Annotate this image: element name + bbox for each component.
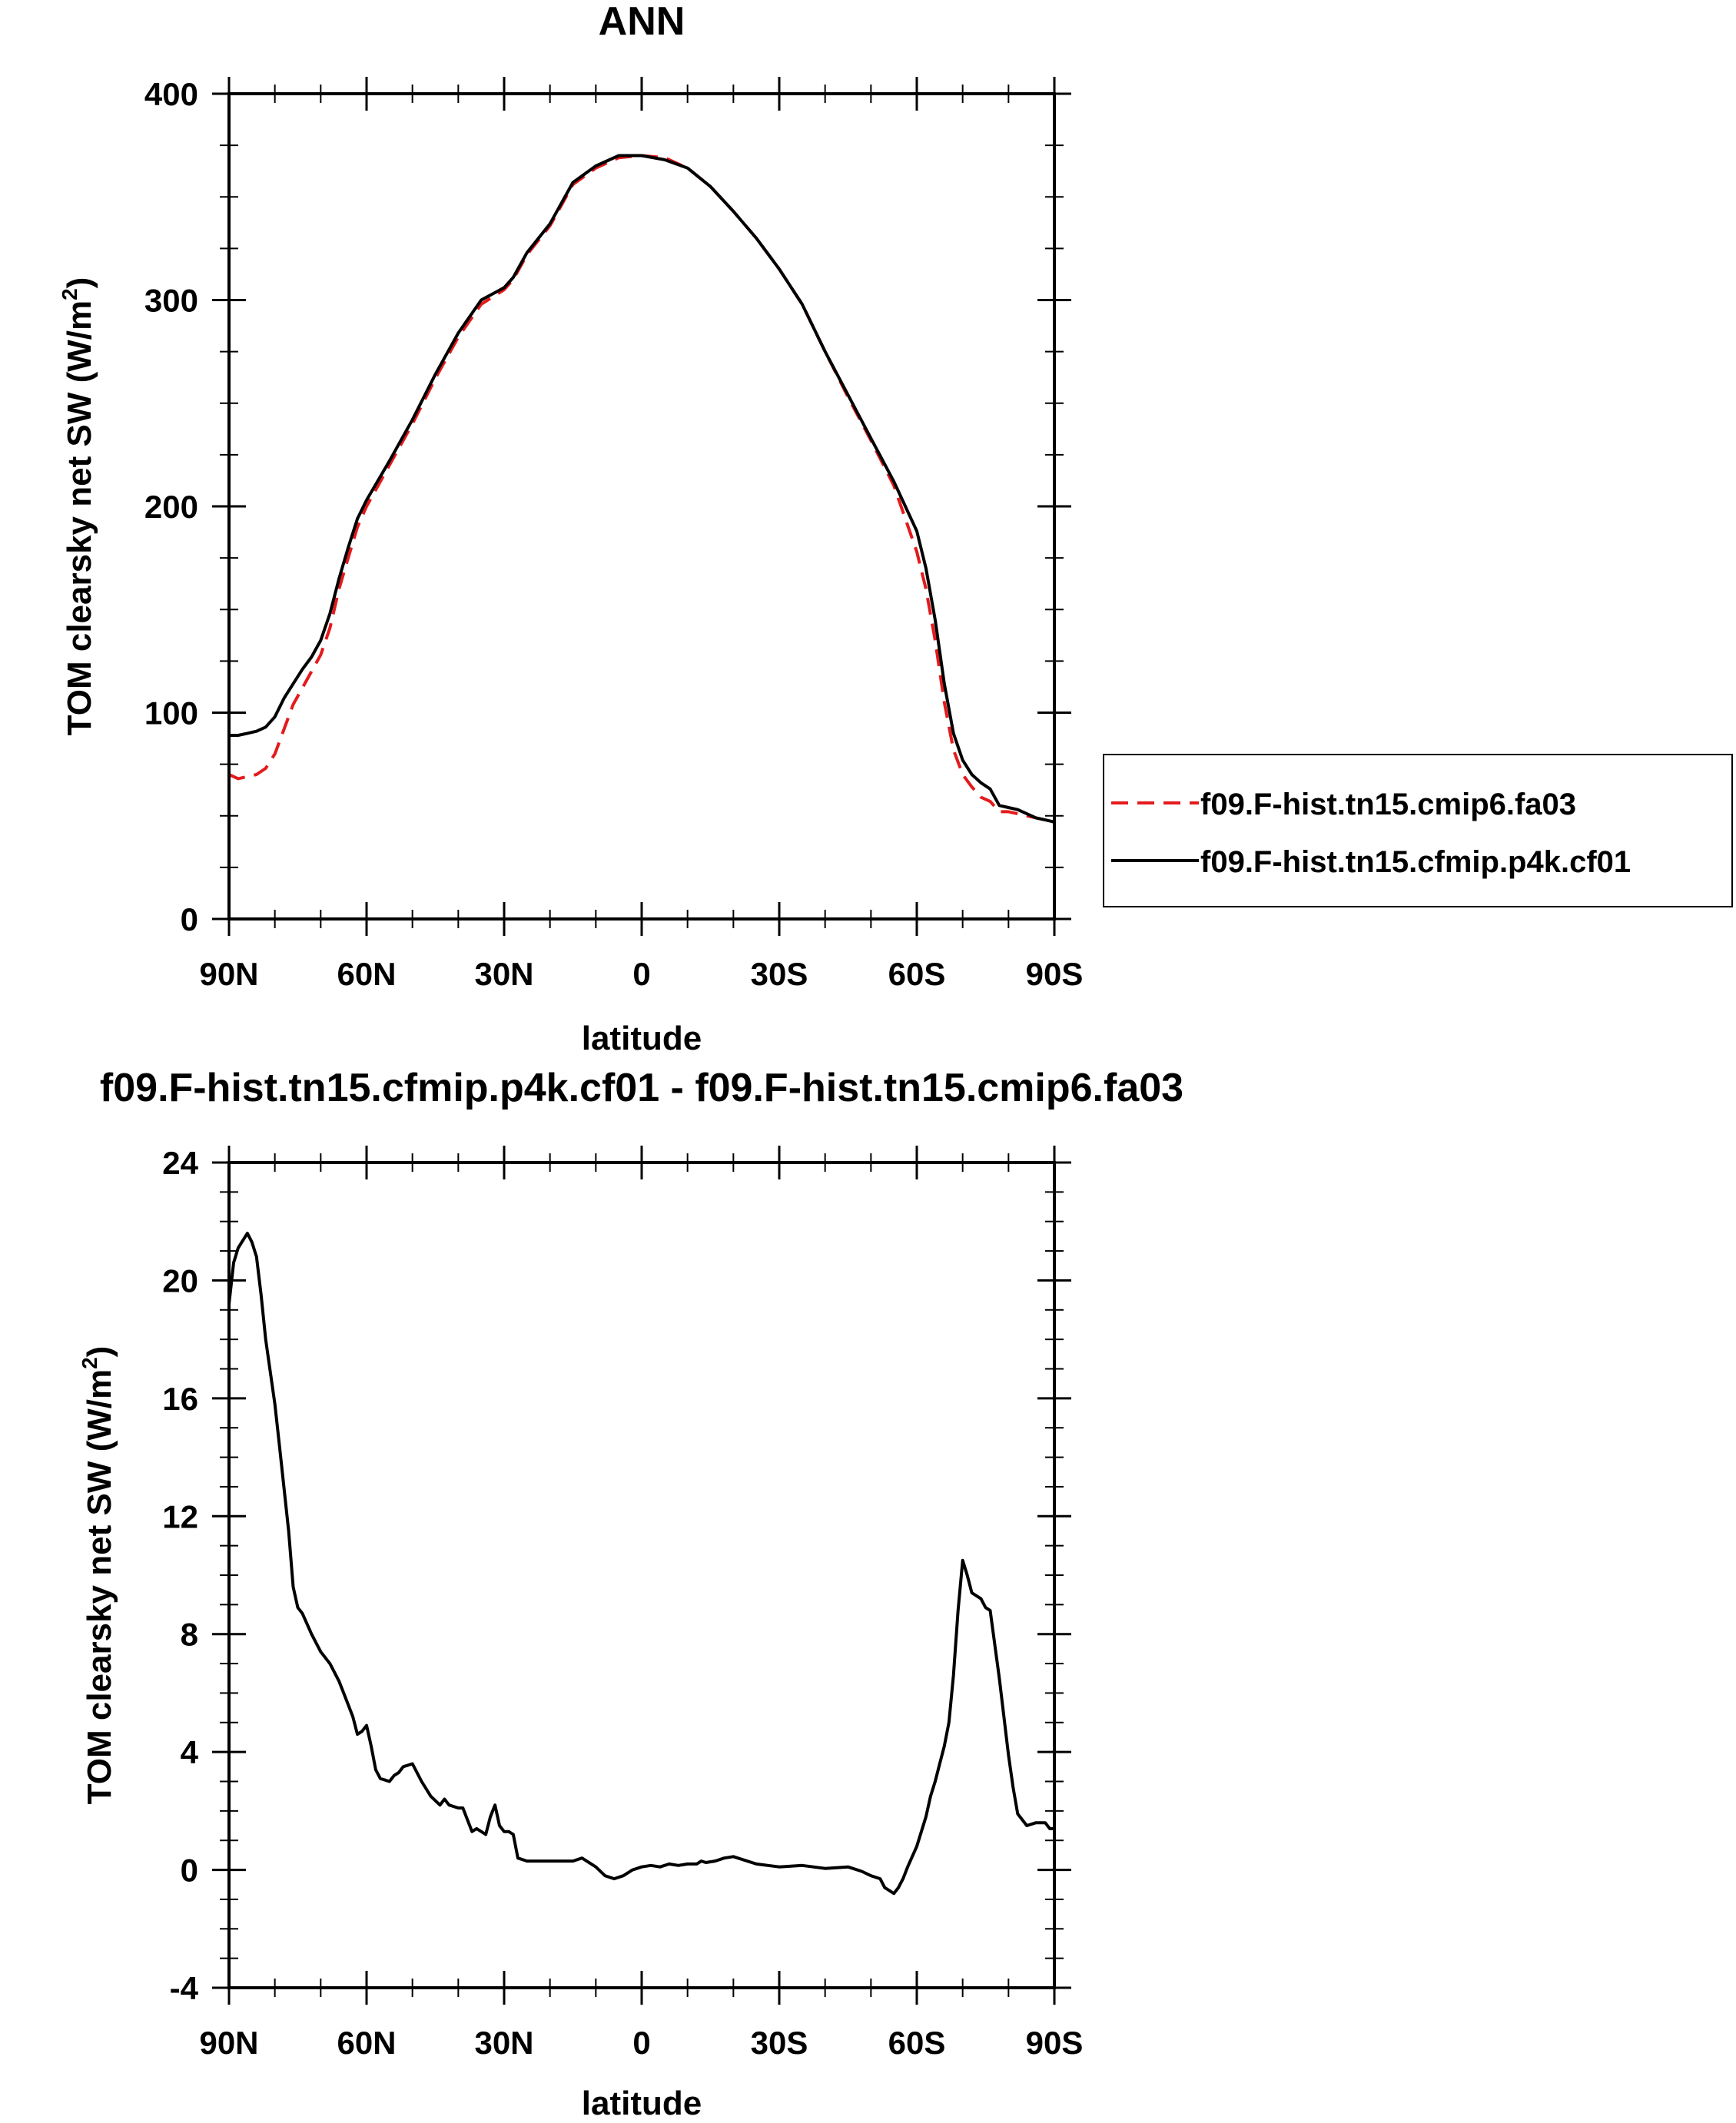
x-tick-label: 0 <box>632 2025 650 2061</box>
chart-bottom-ylabel-sup: 2 <box>78 1357 101 1369</box>
x-tick-label: 30N <box>474 956 533 992</box>
y-tick-label: 8 <box>181 1617 198 1653</box>
chart-bottom-plot-frame <box>227 1161 1056 1989</box>
chart-top-tick-labels: 90N 60N 30N 0 30S 60S 90S 0 100 200 300 400 <box>144 76 1083 992</box>
chart-top: ANN 90N 60N 30N 0 30S 60S 90S 0 100 200 300 400 lat… <box>58 0 1733 1057</box>
y-tick-label: 0 <box>181 901 198 937</box>
chart-top-series <box>228 154 1055 824</box>
y-tick-label: 100 <box>144 695 198 731</box>
series-line-f09-f-hist-tn15-cmip6-fa03 <box>228 154 1055 824</box>
x-tick-label: 90N <box>199 956 258 992</box>
x-tick-label: 90N <box>199 2025 258 2061</box>
y-tick-label: 300 <box>144 283 198 319</box>
chart-top-ylabel-close: ) <box>61 277 98 289</box>
y-tick-label: 400 <box>144 76 198 112</box>
y-tick-label: 24 <box>162 1145 198 1181</box>
chart-bottom-xlabel: latitude <box>582 2085 702 2122</box>
y-tick-label: 20 <box>162 1262 198 1299</box>
legend: f09.F-hist.tn15.cmip6.fa03 f09.F-hist.tn… <box>1103 754 1733 907</box>
y-tick-label: 12 <box>162 1498 198 1534</box>
x-tick-label: 60N <box>337 2025 396 2061</box>
y-tick-label: 4 <box>181 1734 199 1770</box>
chart-bottom-ylabel-main: TOM clearsky net SW (W/m <box>81 1369 118 1804</box>
y-tick-label: -4 <box>170 1970 199 2006</box>
chart-top-ylabel-sup: 2 <box>58 288 81 300</box>
chart-top-title: ANN <box>599 0 685 44</box>
series-line-difference <box>227 1232 1054 1896</box>
chart-top-ylabel: TOM clearsky net SW (W/m2) <box>58 277 98 736</box>
chart-top-xlabel: latitude <box>582 1020 702 1057</box>
x-tick-label: 60N <box>337 956 396 992</box>
x-tick-label: 60S <box>888 956 946 992</box>
x-tick-label: 60S <box>888 2025 946 2061</box>
chart-top-ticks <box>212 77 1071 936</box>
x-tick-label: 30S <box>751 956 808 992</box>
chart-bottom: f09.F-hist.tn15.cfmip.p4k.cf01 - f09.F-h… <box>78 1066 1183 2122</box>
x-tick-label: 90S <box>1026 2025 1084 2061</box>
x-tick-label: 0 <box>632 956 650 992</box>
legend-label-cf01: f09.F-hist.tn15.cfmip.p4k.cf01 <box>1200 845 1631 879</box>
chart-bottom-tick-labels: 90N 60N 30N 0 30S 60S 90S -4 0 4 8 12 16 20 24 <box>162 1145 1083 2061</box>
x-tick-label: 30S <box>751 2025 808 2061</box>
chart-bottom-series <box>227 1232 1054 1896</box>
series-line-f09-f-hist-tn15-cfmip-p4k-cf01 <box>229 154 1055 824</box>
chart-bottom-ylabel-close: ) <box>81 1346 118 1358</box>
y-tick-label: 16 <box>162 1381 198 1417</box>
y-tick-label: 0 <box>181 1853 198 1889</box>
chart-top-ylabel-main: TOM clearsky net SW (W/m <box>61 300 98 735</box>
legend-label-fa03: f09.F-hist.tn15.cmip6.fa03 <box>1200 788 1576 821</box>
x-tick-label: 30N <box>474 2025 533 2061</box>
legend-frame <box>1103 754 1733 907</box>
x-tick-label: 90S <box>1026 956 1084 992</box>
y-tick-label: 200 <box>144 489 198 525</box>
chart-top-plot-frame <box>227 92 1056 921</box>
chart-bottom-ylabel: TOM clearsky net SW (W/m2) <box>78 1346 118 1805</box>
chart-bottom-title: f09.F-hist.tn15.cfmip.p4k.cf01 - f09.F-h… <box>100 1066 1183 1110</box>
chart-bottom-ticks <box>212 1146 1071 2005</box>
